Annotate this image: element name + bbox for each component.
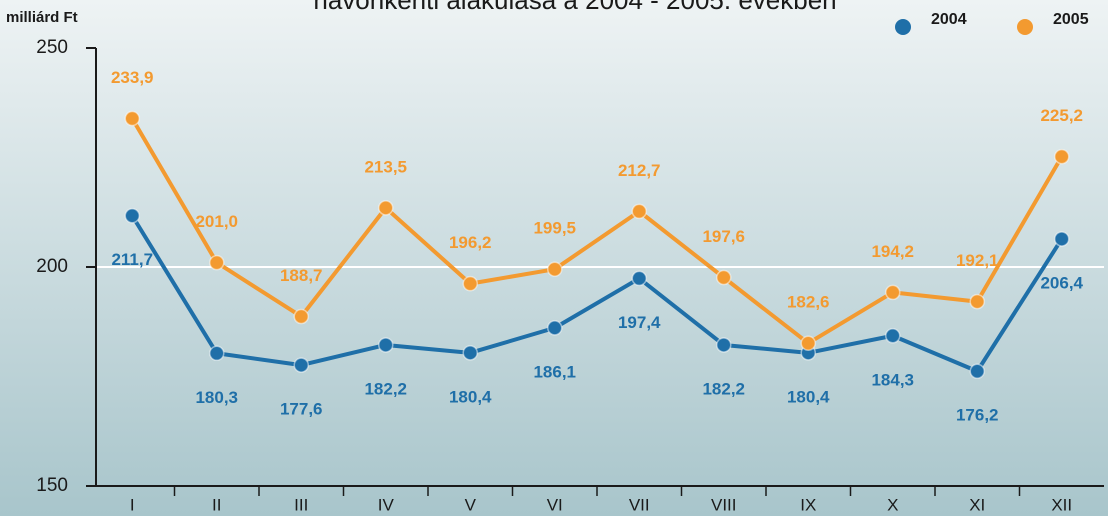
x-tick-label: VIII: [711, 495, 737, 514]
data-point: [969, 363, 985, 379]
data-point: [716, 269, 732, 286]
data-label: 213,5: [364, 157, 407, 176]
data-label: 180,4: [787, 387, 830, 406]
data-point: [1054, 231, 1070, 247]
data-point: [462, 275, 478, 292]
data-point: [293, 357, 309, 373]
x-tick-label: IV: [378, 495, 395, 514]
series-line: [130, 117, 1064, 346]
data-point: [293, 308, 309, 325]
data-label: 225,2: [1040, 106, 1083, 125]
data-label: 192,1: [956, 251, 999, 270]
x-tick-label: X: [887, 495, 898, 514]
x-tick-label: I: [130, 495, 135, 514]
data-point: [547, 320, 563, 336]
data-label: 180,3: [195, 388, 238, 407]
data-label: 188,7: [280, 266, 323, 285]
data-label: 197,6: [702, 227, 745, 246]
y-tick-label: 250: [36, 37, 68, 58]
legend-marker: [895, 19, 911, 35]
data-label: 199,5: [533, 219, 576, 238]
data-label: 182,2: [702, 379, 745, 398]
data-label: 184,3: [871, 370, 914, 389]
data-label: 194,2: [871, 242, 914, 261]
data-label: 211,7: [111, 250, 153, 269]
x-tick-label: III: [294, 495, 308, 514]
data-point: [631, 203, 647, 220]
y-axis-label: milliárd Ft: [6, 9, 78, 26]
data-point: [209, 254, 225, 271]
x-tick-label: II: [212, 495, 221, 514]
data-point: [209, 345, 225, 362]
data-point: [885, 284, 901, 301]
x-tick-label: XII: [1051, 495, 1072, 514]
data-label: 206,4: [1040, 273, 1083, 292]
y-tick-label: 150: [36, 475, 68, 496]
data-point: [378, 337, 394, 353]
x-tick-label: VII: [629, 495, 650, 514]
data-point: [969, 293, 985, 310]
data-label: 201,0: [195, 212, 238, 231]
data-point: [716, 337, 732, 353]
legend-marker: [1017, 19, 1033, 35]
data-point: [462, 345, 478, 361]
data-point: [1054, 148, 1070, 165]
data-label: 180,4: [449, 387, 492, 406]
legend-label: 2004: [931, 11, 967, 28]
x-tick-label: V: [465, 495, 477, 514]
x-tick-label: IX: [800, 495, 816, 514]
chart-title: havonkénti alakulása a 2004 - 2005. évek…: [313, 0, 836, 15]
data-label: 197,4: [618, 313, 661, 332]
data-label: 196,2: [449, 233, 492, 252]
x-tick-label: VI: [547, 495, 563, 514]
y-tick-label: 200: [36, 256, 68, 277]
data-label: 212,7: [618, 161, 661, 180]
data-label: 177,6: [280, 400, 323, 419]
data-point: [547, 261, 563, 277]
data-label: 233,9: [111, 68, 154, 87]
x-tick-label: XI: [969, 495, 985, 514]
data-point: [378, 200, 394, 216]
data-point: [800, 335, 816, 351]
data-label: 176,2: [956, 406, 999, 425]
legend-label: 2005: [1053, 11, 1089, 28]
data-point: [885, 328, 901, 344]
data-label: 182,2: [364, 379, 407, 398]
data-point: [124, 208, 140, 224]
data-label: 182,6: [787, 293, 830, 312]
data-label: 186,1: [533, 362, 576, 381]
series-line: [130, 214, 1064, 374]
data-point: [124, 110, 140, 127]
data-point: [631, 270, 647, 287]
